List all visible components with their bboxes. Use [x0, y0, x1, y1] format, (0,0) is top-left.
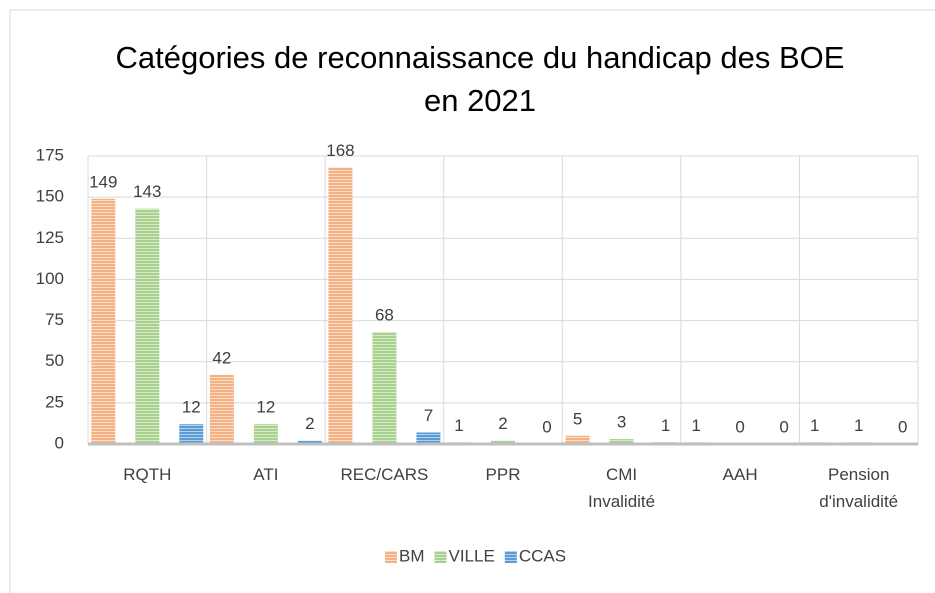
- bar: [91, 198, 116, 444]
- data-label: 42: [212, 348, 231, 367]
- data-label: 168: [326, 141, 354, 160]
- x-tick-label: Pension d'invalidité: [819, 465, 898, 511]
- legend-label: BM: [399, 546, 425, 565]
- data-label: 149: [89, 172, 117, 191]
- legend-label: CCAS: [519, 546, 566, 565]
- chart-title: Catégories de reconnaissance du handicap…: [116, 40, 845, 118]
- y-tick-label: 100: [36, 269, 64, 288]
- data-label: 3: [617, 413, 626, 432]
- x-tick-label: CMI Invalidité: [588, 465, 655, 511]
- bar: [297, 440, 322, 444]
- bar: [565, 435, 590, 444]
- data-label: 68: [375, 306, 394, 325]
- legend-swatch: [434, 551, 447, 563]
- legend-label: VILLE: [449, 546, 495, 565]
- y-tick-label: 175: [36, 145, 64, 164]
- bar: [372, 332, 397, 444]
- y-tick-label: 50: [45, 351, 64, 370]
- y-tick-label: 25: [45, 392, 64, 411]
- data-label: 1: [661, 416, 670, 435]
- data-label: 0: [735, 417, 744, 436]
- bar: [253, 424, 278, 444]
- bar: [328, 167, 353, 444]
- chart-border: [9, 9, 935, 593]
- x-tick-label: ATI: [253, 465, 278, 484]
- bar: [491, 440, 515, 444]
- x-tick-label: REC/CARS: [340, 465, 428, 484]
- y-tick-label: 0: [55, 433, 64, 452]
- data-label: 7: [424, 406, 433, 425]
- data-label: 1: [454, 416, 463, 435]
- bar: [209, 374, 234, 444]
- y-tick-label: 125: [36, 228, 64, 247]
- bar: [179, 424, 204, 444]
- data-label: 0: [898, 417, 907, 436]
- data-label: 1: [691, 416, 700, 435]
- y-tick-label: 150: [36, 187, 64, 206]
- bar: [416, 432, 441, 444]
- data-label: 2: [305, 414, 314, 433]
- data-label: 143: [133, 182, 161, 201]
- legend-swatch: [504, 551, 517, 563]
- data-label: 0: [779, 417, 788, 436]
- data-label: 1: [810, 416, 819, 435]
- x-tick-label: AAH: [723, 465, 758, 484]
- data-label: 1: [854, 416, 863, 435]
- bar: [135, 208, 160, 444]
- data-label: 0: [542, 417, 551, 436]
- bar: [609, 439, 634, 444]
- legend-swatch: [385, 551, 397, 563]
- data-label: 2: [498, 414, 507, 433]
- y-tick-label: 75: [45, 310, 64, 329]
- x-tick-label: RQTH: [123, 465, 171, 484]
- data-label: 12: [182, 398, 201, 417]
- data-label: 12: [256, 398, 275, 417]
- data-label: 5: [573, 409, 582, 428]
- x-tick-label: PPR: [486, 465, 521, 484]
